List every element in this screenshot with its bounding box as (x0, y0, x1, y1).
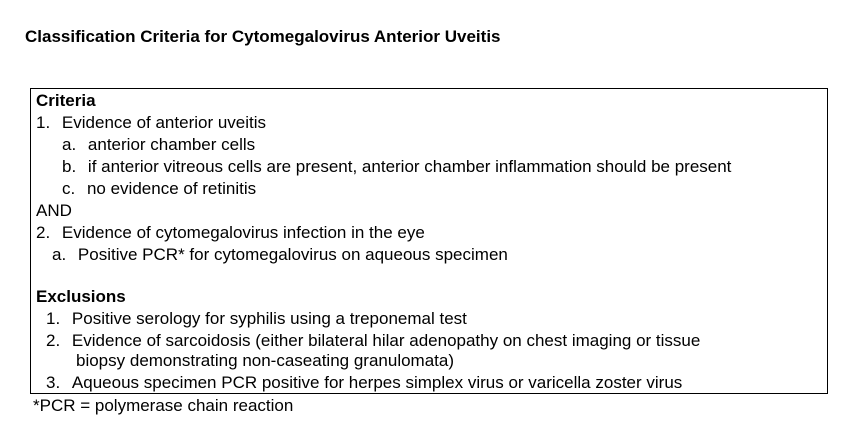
exclusion-number: 1. (46, 309, 61, 328)
exclusion-text: Evidence of sarcoidosis (either bilatera… (71, 331, 701, 350)
criteria-conjunction: AND (36, 201, 72, 220)
criteria-subitem-letter: c. (62, 179, 76, 198)
exclusions-heading: Exclusions (36, 287, 126, 306)
exclusion-item-1: 1. Positive serology for syphilis using … (46, 309, 467, 329)
criteria-item-2: 2. Evidence of cytomegalovirus infection… (36, 223, 425, 243)
criteria-subitem-1a: a. anterior chamber cells (62, 135, 255, 155)
criteria-heading: Criteria (36, 91, 96, 110)
exclusion-item-2: 2. Evidence of sarcoidosis (either bilat… (46, 331, 700, 351)
criteria-item-1-text: Evidence of anterior uveitis (61, 113, 267, 132)
criteria-subitem-text: anterior chamber cells (87, 135, 256, 154)
page-title: Classification Criteria for Cytomegalovi… (25, 27, 501, 46)
exclusion-number: 3. (46, 373, 61, 392)
criteria-item-2-number: 2. (36, 223, 51, 242)
exclusion-text: Positive serology for syphilis using a t… (71, 309, 467, 328)
criteria-subitem-2a: a. Positive PCR* for cytomegalovirus on … (52, 245, 508, 265)
exclusion-item-2-continuation: biopsy demonstrating non-caseating granu… (76, 351, 455, 370)
criteria-subitem-1c: c. no evidence of retinitis (62, 179, 256, 199)
criteria-table: Criteria 1. Evidence of anterior uveitis… (30, 88, 828, 394)
criteria-subitem-text: if anterior vitreous cells are present, … (87, 157, 732, 176)
exclusion-number: 2. (46, 331, 61, 350)
criteria-item-1: 1. Evidence of anterior uveitis (36, 113, 266, 133)
exclusion-item-3: 3. Aqueous specimen PCR positive for her… (46, 373, 682, 393)
criteria-subitem-1b: b. if anterior vitreous cells are presen… (62, 157, 731, 177)
criteria-item-1-number: 1. (36, 113, 51, 132)
criteria-subitem-letter: b. (62, 157, 77, 176)
criteria-subitem-letter: a. (62, 135, 77, 154)
criteria-item-2-text: Evidence of cytomegalovirus infection in… (61, 223, 425, 242)
exclusion-text: Aqueous specimen PCR positive for herpes… (71, 373, 683, 392)
criteria-subitem-letter: a. (52, 245, 67, 264)
criteria-subitem-text: no evidence of retinitis (86, 179, 257, 198)
criteria-subitem-text: Positive PCR* for cytomegalovirus on aqu… (77, 245, 508, 264)
footnote: *PCR = polymerase chain reaction (33, 396, 294, 415)
